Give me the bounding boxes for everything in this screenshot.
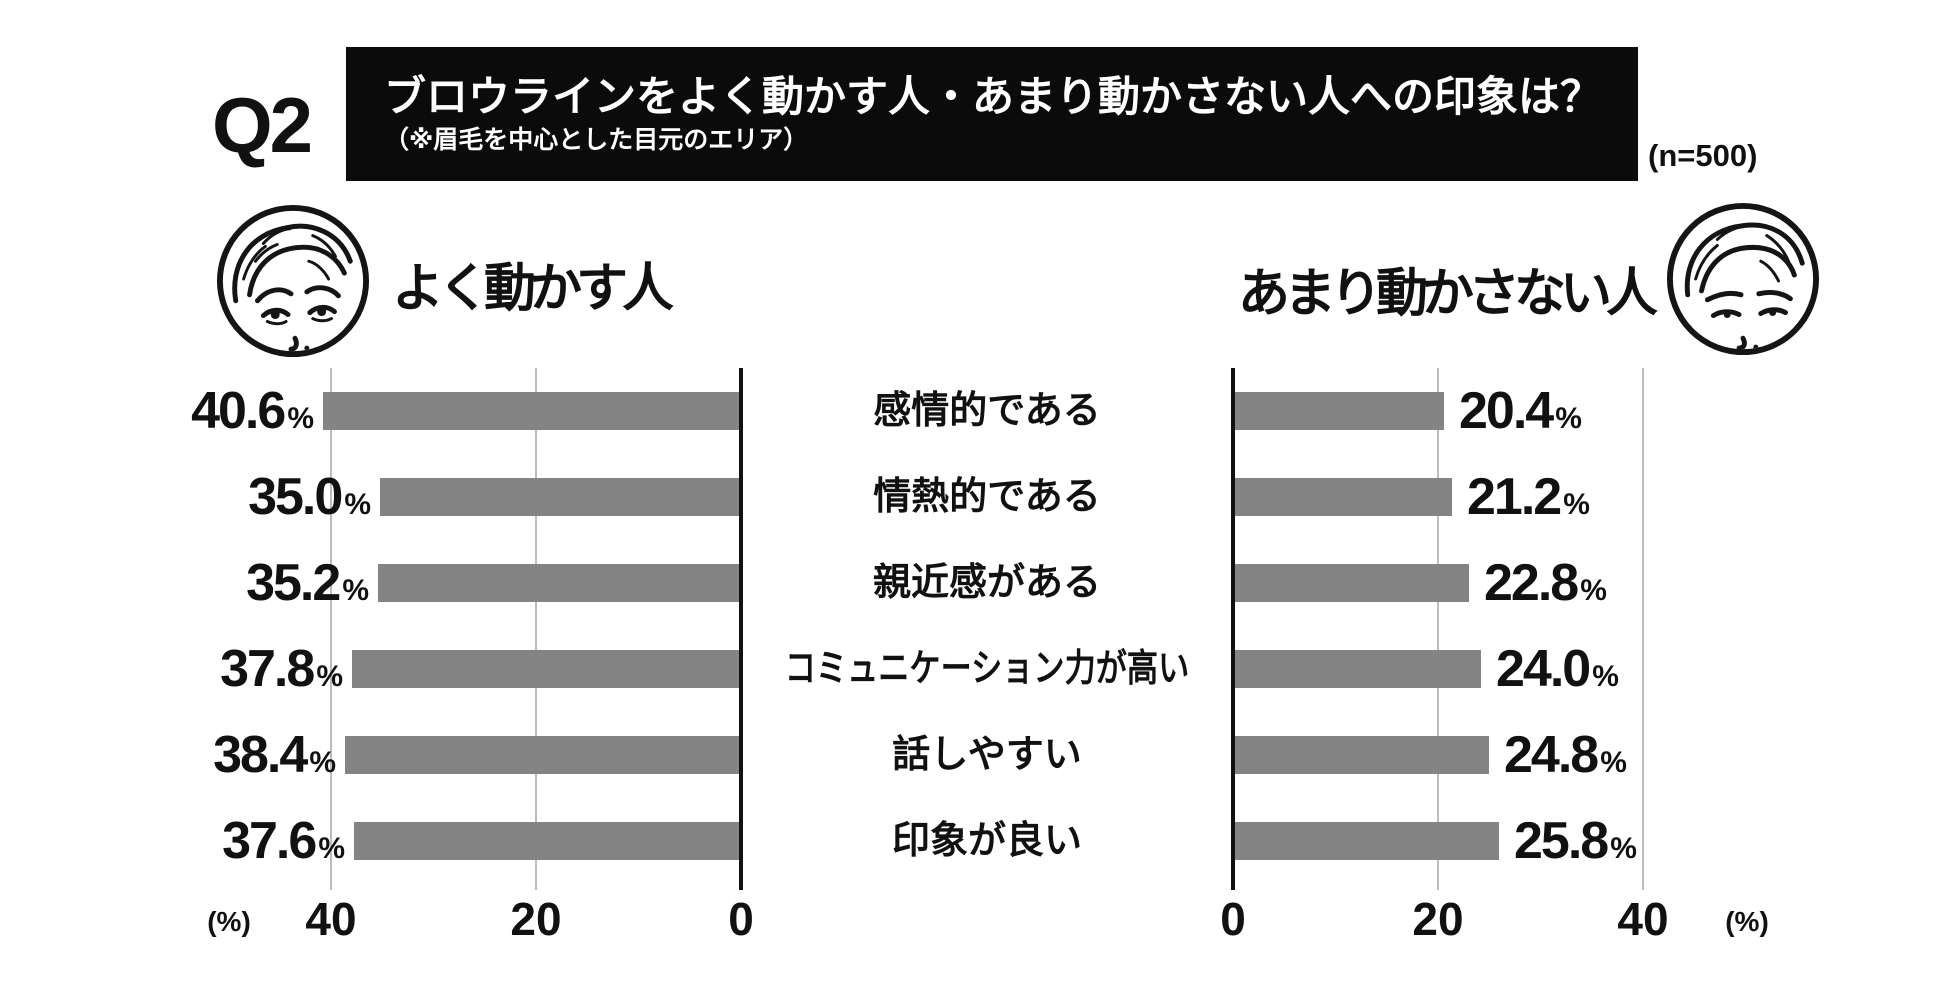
category-label: コミュニケーション力が高い	[784, 648, 1190, 690]
bar	[1235, 822, 1499, 860]
gridline	[535, 368, 537, 890]
axis-tick-label: 20	[1412, 893, 1464, 945]
bar	[1235, 564, 1469, 602]
axis-tick-label: 0	[1220, 893, 1246, 945]
axis-unit-label: (%)	[1725, 906, 1769, 937]
bar	[345, 736, 739, 774]
value-number: 20.4	[1459, 382, 1554, 440]
value-label: 24.8%	[1504, 726, 1627, 784]
axis-tick-label: 0	[728, 893, 754, 945]
question-banner: ブロウラインをよく動かす人・あまり動かさない人への印象は？ （※眉毛を中心とした…	[346, 47, 1638, 181]
calm-face-icon	[1664, 200, 1822, 358]
category-label: 印象が良い	[891, 820, 1083, 862]
value-number: 38.4	[213, 726, 308, 784]
value-number: 25.8	[1514, 812, 1609, 870]
sample-size: (n=500)	[1648, 138, 1758, 173]
percent-sign: %	[1610, 832, 1637, 865]
gridline	[1642, 368, 1644, 890]
percent-sign: %	[1600, 746, 1627, 779]
question-number: Q2	[212, 81, 313, 169]
percent-sign: %	[309, 746, 336, 779]
category-labels: 感情的である 情熱的である 親近感があるコミュニケーション力が高い 話しやすい印象が良…	[741, 368, 1233, 890]
category-label: 情熱的である	[873, 476, 1101, 518]
value-number: 40.6	[191, 382, 286, 440]
value-label: 40.6%	[191, 382, 314, 440]
gridline	[330, 368, 332, 890]
percent-sign: %	[316, 660, 343, 693]
percent-sign: %	[1580, 574, 1607, 607]
bar	[378, 564, 739, 602]
axis-tick-labels: 40 20 0 (%) 0 20 40 (%)	[0, 896, 1950, 956]
value-label: 21.2%	[1467, 468, 1590, 526]
value-number: 37.8	[220, 640, 315, 698]
percent-sign: %	[1555, 402, 1582, 435]
value-number: 37.6	[222, 812, 317, 870]
value-number: 22.8	[1484, 554, 1579, 612]
value-number: 24.0	[1496, 640, 1591, 698]
bar	[1235, 478, 1452, 516]
category-label: 感情的である	[873, 390, 1101, 432]
axis-tick-label: 40	[305, 893, 357, 945]
percent-sign: %	[1563, 488, 1590, 521]
axis-unit-label: (%)	[207, 906, 251, 937]
group-label-left: よく動かす人	[392, 260, 674, 318]
value-label: 37.8%	[220, 640, 343, 698]
value-label: 38.4%	[213, 726, 336, 784]
percent-sign: %	[318, 832, 345, 865]
bar	[352, 650, 739, 688]
bar	[380, 478, 739, 516]
axis-tick-label: 20	[510, 893, 562, 945]
value-label: 22.8%	[1484, 554, 1607, 612]
expressive-face-icon	[214, 202, 372, 360]
value-label: 25.8%	[1514, 812, 1637, 870]
value-label: 24.0%	[1496, 640, 1619, 698]
percent-sign: %	[344, 488, 371, 521]
percent-sign: %	[287, 402, 314, 435]
bar	[1235, 736, 1489, 774]
bar	[323, 392, 739, 430]
value-number: 24.8	[1504, 726, 1599, 784]
axis-line	[1231, 368, 1235, 890]
gridline	[1437, 368, 1439, 890]
value-number: 21.2	[1467, 468, 1562, 526]
bar	[354, 822, 739, 860]
value-label: 37.6%	[222, 812, 345, 870]
bar	[1235, 650, 1481, 688]
percent-sign: %	[1592, 660, 1619, 693]
value-label: 20.4%	[1459, 382, 1582, 440]
question-subtitle: （※眉毛を中心とした目元のエリア）	[384, 126, 809, 155]
group-label-right: あまり動かさない人	[1237, 265, 1658, 323]
axis-tick-label: 40	[1617, 893, 1669, 945]
right-bar-chart: 20.4% 21.2% 22.8% 24.0% 24.8% 25.8%	[1231, 368, 1950, 890]
category-label: 話しやすい	[892, 734, 1082, 776]
left-bar-chart: 40.6% 35.0% 35.2% 37.8% 38.4% 37.6%	[0, 368, 743, 890]
value-label: 35.0%	[248, 468, 371, 526]
value-label: 35.2%	[246, 554, 369, 612]
value-number: 35.0	[248, 468, 343, 526]
question-title: ブロウラインをよく動かす人・あまり動かさない人への印象は？	[384, 72, 1603, 120]
bar	[1235, 392, 1444, 430]
category-label: 親近感がある	[872, 562, 1102, 604]
value-number: 35.2	[246, 554, 341, 612]
axis-line	[739, 368, 743, 890]
percent-sign: %	[342, 574, 369, 607]
